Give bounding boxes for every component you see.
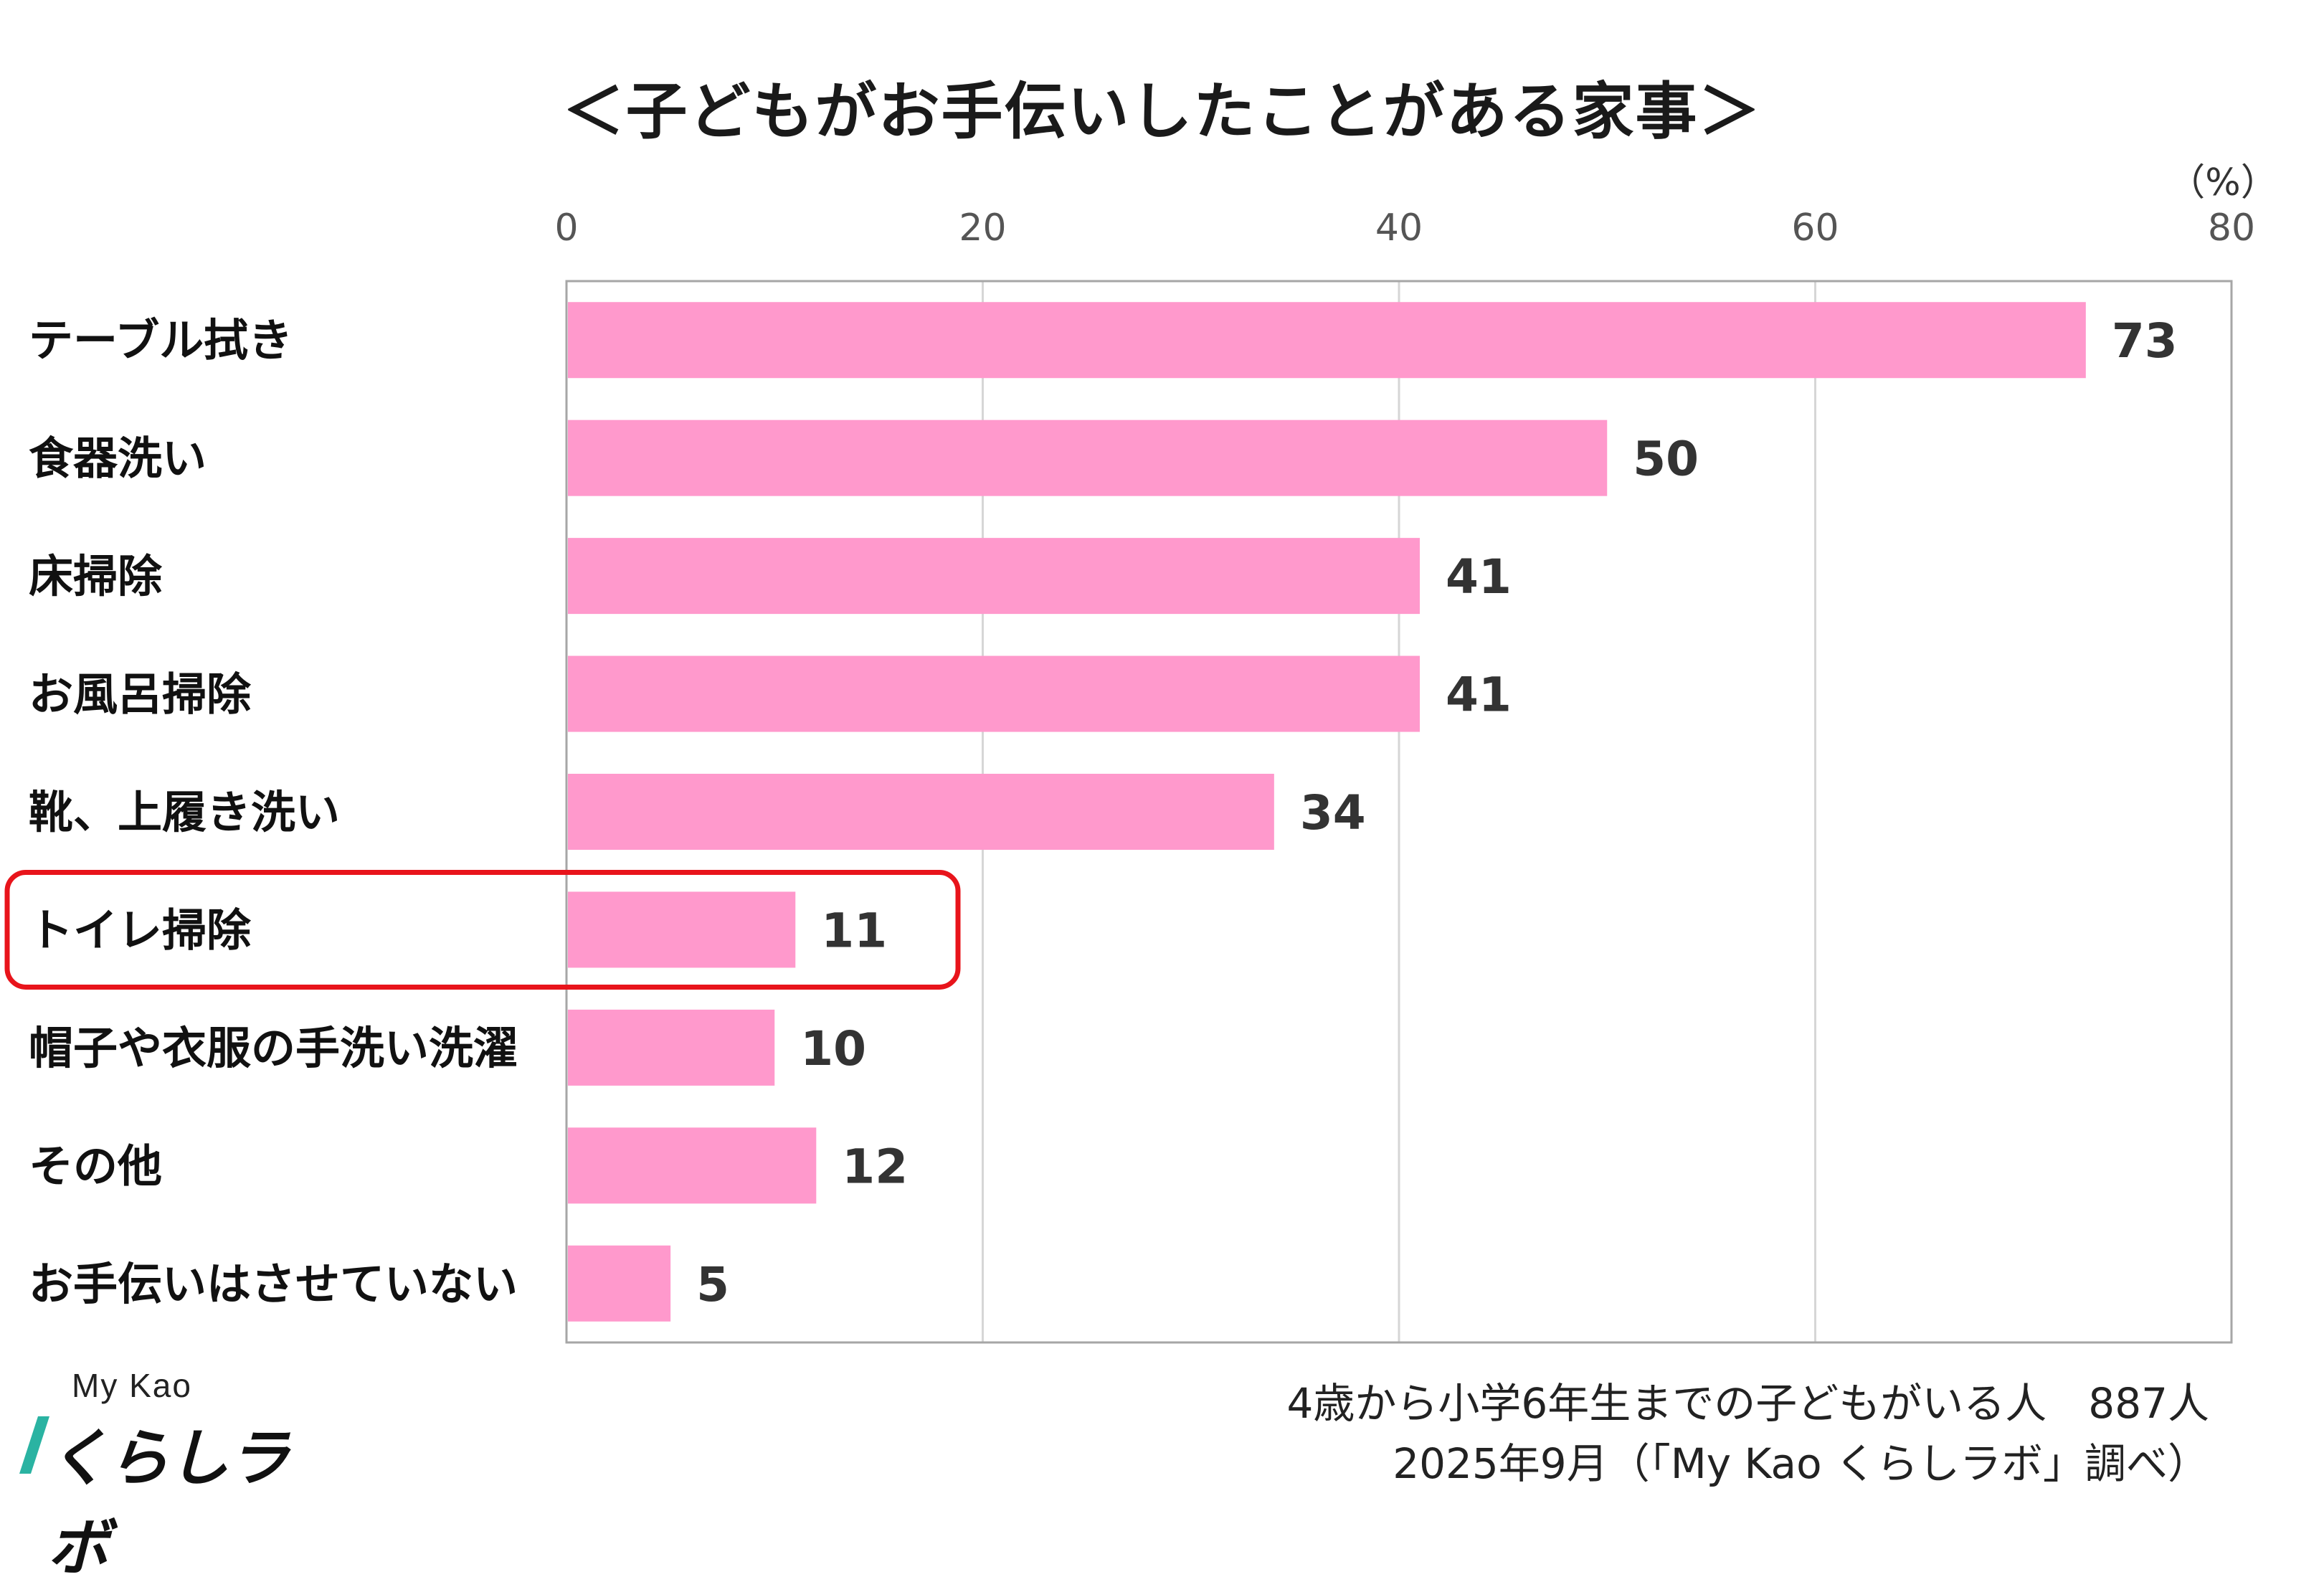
x-tick-label: 80 bbox=[2208, 207, 2255, 250]
value-label: 11 bbox=[821, 903, 887, 958]
unit-label: （%） bbox=[2168, 161, 2277, 204]
highlight-box bbox=[4, 869, 961, 990]
value-label: 5 bbox=[696, 1257, 729, 1312]
bar bbox=[568, 538, 1421, 615]
bar bbox=[568, 302, 2086, 379]
bar bbox=[568, 774, 1274, 850]
x-tick-label: 40 bbox=[1375, 207, 1423, 250]
category-label: お風呂掃除 bbox=[29, 668, 252, 721]
x-tick-label: 20 bbox=[959, 207, 1006, 250]
category-label: 帽子や衣服の手洗い洗濯 bbox=[29, 1022, 518, 1074]
value-label: 50 bbox=[1633, 432, 1699, 487]
value-label: 41 bbox=[1446, 549, 1512, 605]
category-label: その他 bbox=[29, 1140, 162, 1192]
bar-chart: 0 20 40 60 80（%） テーブル拭き 73 食器洗い 50 床掃除 41 お風呂掃除 41 靴、… bbox=[4, 161, 2278, 1344]
chart-title: ＜子どもがお手伝いしたことがある家事＞ bbox=[562, 76, 1762, 148]
value-label: 10 bbox=[800, 1021, 866, 1076]
category-label: 床掃除 bbox=[29, 550, 163, 602]
bar bbox=[568, 655, 1421, 732]
value-label: 41 bbox=[1446, 668, 1512, 723]
x-tick-label: 60 bbox=[1791, 207, 1839, 250]
bar bbox=[568, 1245, 671, 1322]
survey-note: 4歳から小学6年生までの子どもがいる人 887人 2025年9月（「My Kao… bbox=[1286, 1373, 2209, 1494]
category-label: 靴、上履き洗い bbox=[29, 786, 340, 838]
category-label: 食器洗い bbox=[29, 432, 207, 485]
survey-date-text: 2025年9月（「My Kao くらしラボ」調べ） bbox=[1393, 1439, 2209, 1488]
category-label: テーブル拭き bbox=[29, 314, 293, 366]
logo-accent-mark bbox=[19, 1416, 49, 1474]
x-tick-label: 0 bbox=[554, 207, 578, 250]
value-label: 34 bbox=[1300, 785, 1366, 840]
category-label: トイレ掃除 bbox=[29, 904, 252, 956]
survey-target-text: 4歳から小学6年生までの子どもがいる人 887人 bbox=[1286, 1379, 2209, 1428]
value-label: 12 bbox=[842, 1139, 908, 1194]
value-label: 73 bbox=[2112, 313, 2178, 369]
bar bbox=[568, 420, 1608, 496]
logo-name-text: くらしラボ bbox=[47, 1423, 290, 1584]
kurashi-labo-logo: My Kao くらしラボ bbox=[19, 1366, 330, 1584]
bar bbox=[568, 1009, 775, 1086]
category-label: お手伝いはさせていない bbox=[29, 1258, 518, 1310]
bar bbox=[568, 1127, 817, 1204]
plot-frame bbox=[565, 280, 2233, 1344]
logo-brand-text: My Kao bbox=[72, 1367, 192, 1404]
bar bbox=[568, 891, 796, 968]
